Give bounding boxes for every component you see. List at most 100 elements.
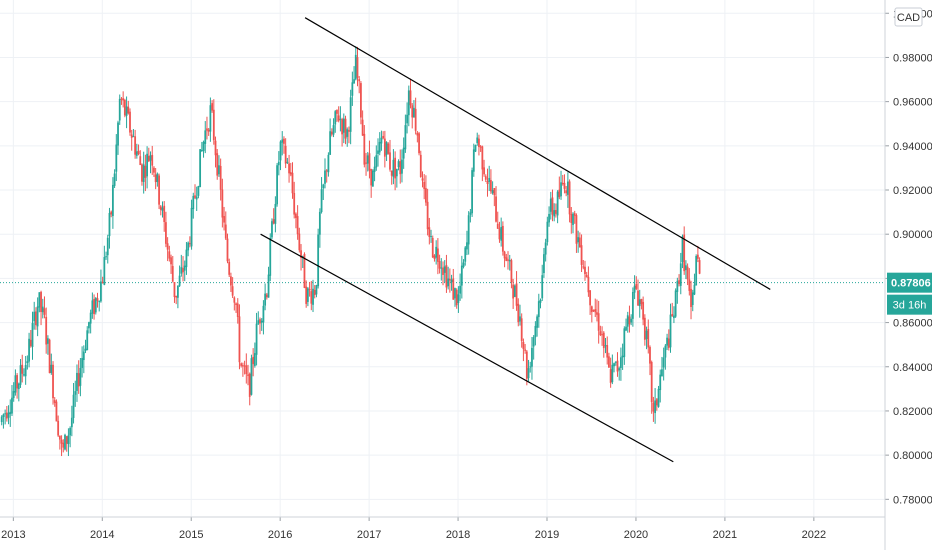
candle-body (281, 139, 284, 143)
candle-body (241, 365, 244, 367)
candle-body (413, 107, 415, 118)
candle-body (613, 363, 615, 367)
candle-body (253, 353, 256, 366)
candle-body (642, 301, 645, 320)
candle-body (48, 339, 51, 374)
candle-body (151, 154, 154, 166)
candle-body (631, 292, 634, 319)
candle-body (522, 341, 525, 350)
candle-body (436, 248, 439, 262)
candle-body (276, 165, 278, 205)
candle-body (358, 79, 361, 82)
candle-body (255, 323, 258, 355)
candle-body (132, 136, 135, 138)
candle-body (614, 361, 617, 363)
candle-body (539, 300, 542, 303)
candle-body (149, 155, 152, 161)
candle-body (339, 118, 342, 120)
candle-body (387, 143, 390, 154)
candle-body (240, 363, 243, 366)
candle-body (452, 278, 455, 300)
candle-body (418, 133, 420, 154)
candle-body (206, 128, 208, 131)
candle-body (596, 312, 598, 315)
candle-body (187, 242, 190, 251)
candle-body (88, 322, 90, 329)
candle-body (457, 294, 460, 304)
candle-body (681, 236, 684, 263)
candle-body (57, 420, 60, 436)
candle-body (7, 412, 10, 418)
candle-body (248, 373, 251, 397)
candle-body (204, 130, 207, 144)
candle-body (154, 174, 157, 183)
candle-body (466, 242, 468, 250)
candle-body (604, 345, 607, 347)
candle-body (2, 414, 5, 417)
candle-body (247, 374, 249, 376)
grid (0, 0, 885, 517)
candle-body (137, 150, 140, 155)
candle-body (659, 374, 662, 391)
candle-body (618, 368, 621, 371)
candle-body (122, 98, 125, 101)
y-tick-label: 0.86000 (893, 318, 932, 330)
candle-body (580, 245, 583, 265)
candle-body (38, 292, 41, 308)
candle-body (464, 247, 467, 262)
candle-body (483, 167, 485, 175)
candle-body (488, 177, 491, 182)
candle-body (308, 289, 311, 291)
candle-body (691, 292, 694, 305)
x-tick-label: 2016 (268, 529, 292, 541)
candle-body (158, 175, 160, 205)
candle-body (401, 159, 403, 174)
candle-body (70, 417, 73, 428)
candle-body (493, 188, 496, 196)
candle-body (560, 182, 562, 197)
price-badge (887, 272, 932, 293)
candle-body (11, 397, 13, 414)
candle-body (676, 280, 679, 292)
candle-body (529, 366, 532, 368)
candle-body (178, 275, 181, 286)
candle-body (438, 261, 441, 269)
candle-body (81, 358, 84, 368)
candle-body (674, 290, 677, 317)
candle-body (79, 367, 82, 386)
candle-body (194, 195, 196, 198)
candle-body (620, 357, 622, 368)
x-tick-label: 2014 (90, 529, 114, 541)
candle-body (411, 105, 414, 118)
candle-body (23, 374, 25, 376)
candle-body (40, 291, 42, 312)
candle-body (510, 260, 513, 283)
candle-body (370, 169, 373, 186)
candle-body (623, 328, 626, 357)
candle-body (685, 265, 687, 271)
candle-body (207, 129, 210, 132)
candle-body (377, 150, 379, 154)
candle-body (185, 249, 188, 268)
candle-body (125, 106, 128, 116)
candle-body (478, 138, 480, 147)
candle-body (168, 251, 171, 259)
candle-body (690, 288, 692, 308)
candle-body (662, 357, 665, 368)
candle-body (640, 299, 643, 305)
candle-body (669, 314, 672, 348)
candle-body (395, 168, 398, 177)
candle-body (599, 331, 602, 336)
candle-body (111, 184, 114, 217)
candle-body (94, 298, 97, 313)
candle-body (9, 411, 12, 415)
x-tick-label: 2019 (535, 529, 559, 541)
candle-body (165, 222, 167, 244)
candle-body (31, 323, 34, 347)
candle-body (334, 111, 337, 125)
candle-body (141, 164, 143, 182)
x-tick-label: 2018 (446, 529, 470, 541)
candles (0, 46, 701, 457)
